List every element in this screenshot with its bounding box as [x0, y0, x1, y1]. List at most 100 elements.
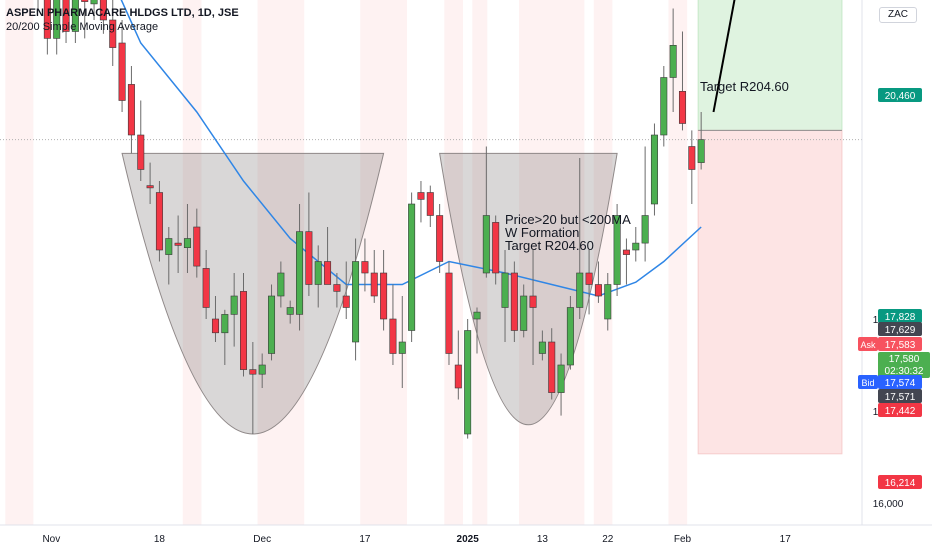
price-tag-value: 17,580	[889, 354, 920, 365]
price-tag-label: Ask	[860, 340, 876, 350]
session-band	[472, 0, 488, 525]
candle	[632, 227, 640, 262]
session-band	[182, 0, 202, 525]
price-tag: 17,571	[878, 389, 922, 403]
candle	[660, 66, 668, 147]
session-band	[5, 0, 34, 525]
x-tick-label: 17	[780, 534, 792, 545]
candle	[314, 245, 322, 308]
session-band	[668, 0, 688, 525]
candle	[352, 238, 360, 361]
session-band	[593, 0, 613, 525]
long-position-tool[interactable]	[697, 0, 843, 455]
arrow-shaft[interactable]	[712, 0, 828, 113]
x-tick-label: 2025	[457, 534, 480, 545]
candle	[566, 296, 574, 370]
y-tick-label: 16,000	[873, 499, 904, 510]
x-tick-label: Dec	[253, 534, 271, 545]
candle	[585, 250, 593, 315]
candle	[211, 296, 219, 342]
price-tag: 17,574 Bid	[858, 375, 922, 389]
price-tag-value: 20,460	[885, 91, 916, 102]
candle	[436, 204, 444, 273]
candle	[305, 192, 313, 296]
candle	[594, 261, 602, 303]
candle	[501, 250, 509, 342]
candle	[445, 261, 453, 365]
candle	[333, 273, 341, 308]
note-line: Target R204.60	[505, 238, 594, 253]
candle	[183, 204, 191, 273]
candle	[286, 300, 294, 324]
x-tick-label: 13	[537, 534, 549, 545]
x-tick-label: 17	[359, 534, 371, 545]
candle	[249, 342, 257, 434]
candle	[324, 227, 332, 285]
candle	[174, 215, 182, 273]
candle	[230, 273, 238, 347]
candle	[43, 0, 51, 55]
candle	[127, 66, 135, 154]
candle	[548, 328, 556, 400]
candle	[538, 330, 546, 361]
candle	[576, 158, 584, 319]
candle	[604, 273, 612, 331]
price-tag-value: 17,629	[885, 325, 916, 336]
candle	[426, 185, 434, 227]
price-tag: 17,583 Ask	[858, 337, 922, 351]
price-tag-label: Bid	[861, 378, 874, 388]
candle	[342, 261, 350, 319]
note-line: W Formation	[505, 225, 580, 240]
candle	[641, 146, 649, 262]
candle	[417, 181, 425, 223]
candle	[165, 227, 173, 285]
price-tag-timer: 02:30:32	[885, 366, 924, 377]
candle	[240, 273, 248, 377]
price-tag: 17,442	[878, 403, 922, 417]
candle	[669, 8, 677, 112]
candle	[622, 238, 630, 285]
candle	[510, 261, 518, 342]
candle	[62, 0, 70, 43]
price-tag: 17,828	[878, 309, 922, 323]
candle	[557, 353, 565, 416]
time-axis[interactable]: Nov 18 Dec 17 2025 13 22 Feb 17	[0, 524, 932, 550]
candle	[137, 100, 145, 181]
candle	[277, 261, 285, 308]
price-axis[interactable]: 21,20020,80020,40020,00019,60019,20018,8…	[861, 0, 932, 550]
candle	[492, 215, 500, 285]
candle	[650, 123, 658, 216]
x-tick-label: 18	[154, 534, 166, 545]
candle	[380, 250, 388, 331]
loss-zone[interactable]	[697, 129, 843, 455]
candle	[361, 238, 369, 292]
candle	[53, 0, 61, 55]
candle	[370, 250, 378, 303]
projection-arrow[interactable]	[712, 0, 833, 113]
target-label[interactable]: Target R204.60	[700, 79, 789, 94]
candle	[520, 284, 528, 338]
sma20-line	[120, 0, 702, 297]
candle	[109, 0, 117, 66]
analysis-note[interactable]: Price>20 but <200MA W Formation Target R…	[505, 213, 631, 252]
candle	[482, 146, 490, 278]
note-line: Price>20 but <200MA	[505, 212, 631, 227]
candle	[464, 319, 472, 439]
price-tag: 17,629	[878, 322, 922, 336]
candle	[71, 0, 79, 43]
candle	[81, 0, 89, 39]
x-tick-label: Nov	[42, 534, 60, 545]
candles	[37, 0, 705, 439]
indicator-legend: 20/200 Simple Moving Average	[6, 21, 159, 33]
candle	[268, 284, 276, 361]
candle	[529, 250, 537, 365]
candle	[193, 208, 201, 278]
candle	[90, 0, 98, 20]
x-tick-label: Feb	[674, 534, 692, 545]
currency-button[interactable]: ZAC	[879, 7, 917, 23]
candle	[613, 204, 621, 296]
profit-zone[interactable]	[697, 0, 843, 131]
